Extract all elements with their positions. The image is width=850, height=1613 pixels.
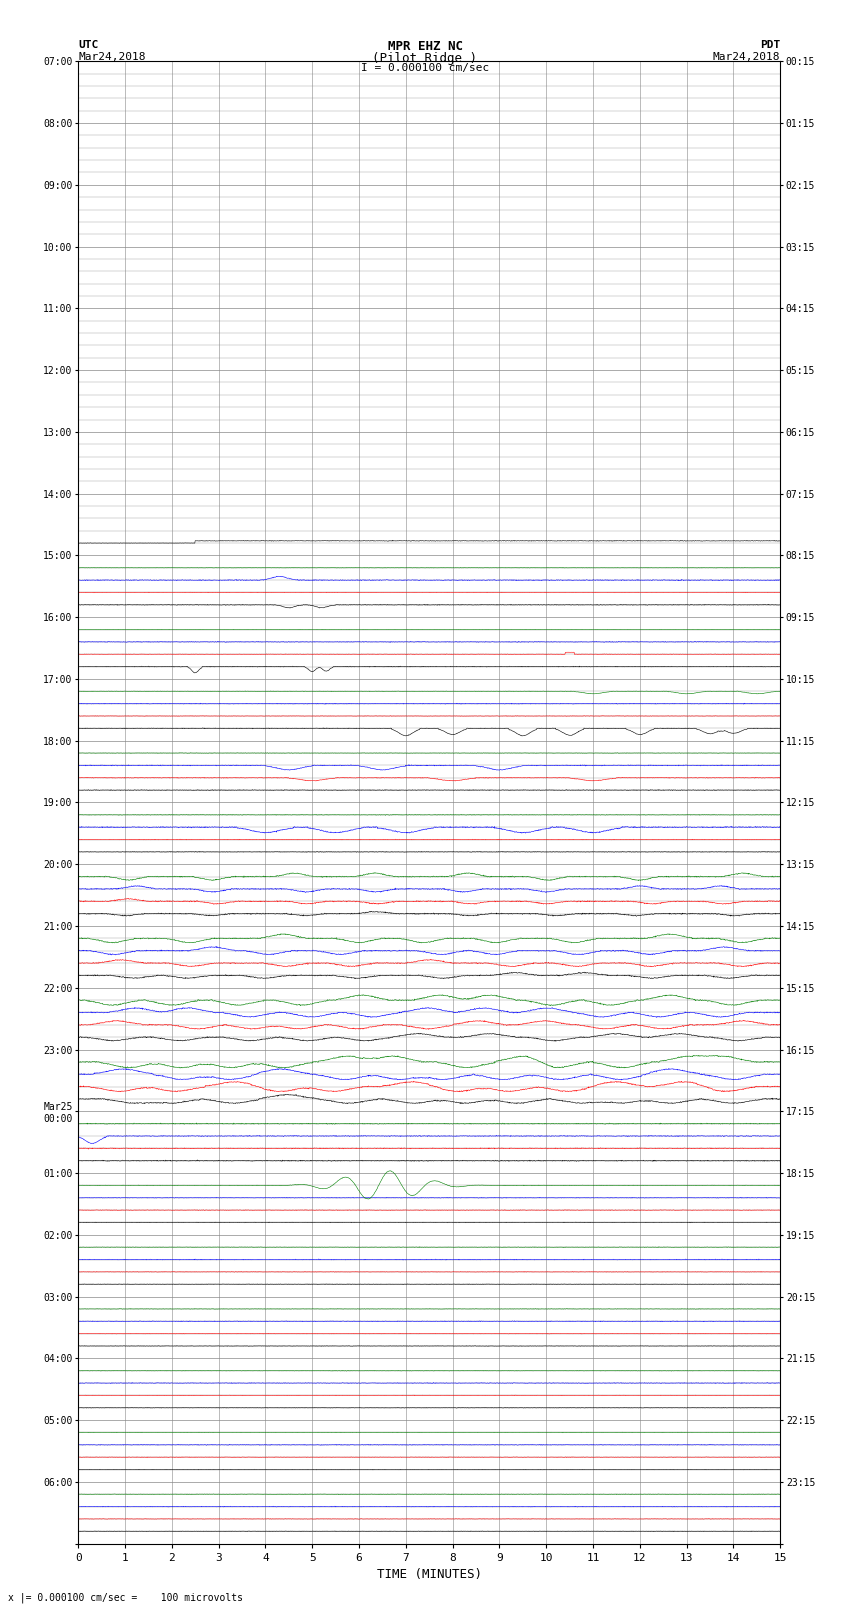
Text: x |= 0.000100 cm/sec =    100 microvolts: x |= 0.000100 cm/sec = 100 microvolts xyxy=(8,1592,243,1603)
Text: (Pilot Ridge ): (Pilot Ridge ) xyxy=(372,52,478,65)
X-axis label: TIME (MINUTES): TIME (MINUTES) xyxy=(377,1568,482,1581)
Text: Mar24,2018: Mar24,2018 xyxy=(713,52,780,61)
Text: I = 0.000100 cm/sec: I = 0.000100 cm/sec xyxy=(361,63,489,73)
Text: MPR EHZ NC: MPR EHZ NC xyxy=(388,40,462,53)
Text: UTC: UTC xyxy=(78,40,99,50)
Text: Mar24,2018: Mar24,2018 xyxy=(78,52,145,61)
Text: PDT: PDT xyxy=(760,40,780,50)
